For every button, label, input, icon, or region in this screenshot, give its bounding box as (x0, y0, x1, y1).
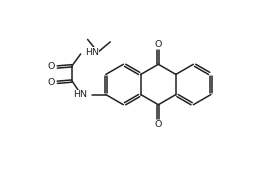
Text: HN: HN (73, 90, 87, 99)
Text: O: O (155, 120, 162, 129)
Text: O: O (48, 63, 55, 71)
Text: O: O (48, 78, 55, 87)
Text: O: O (155, 40, 162, 49)
Text: HN: HN (85, 48, 99, 57)
